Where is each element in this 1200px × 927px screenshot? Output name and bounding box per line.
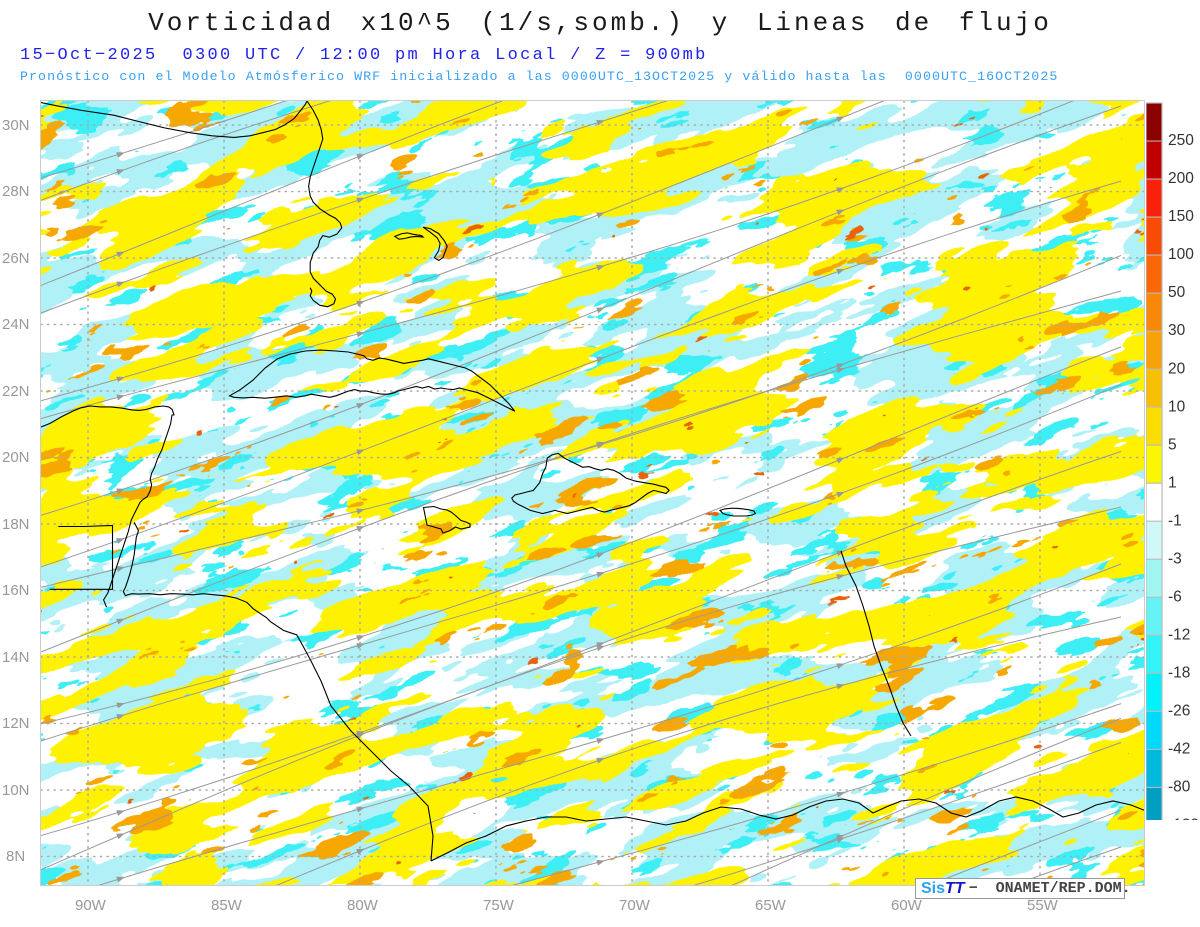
svg-text:5: 5: [1168, 436, 1177, 453]
svg-text:150: 150: [1168, 208, 1194, 225]
svg-text:20: 20: [1168, 360, 1186, 377]
svg-text:-26: -26: [1168, 702, 1190, 719]
svg-text:250: 250: [1168, 132, 1194, 149]
svg-text:-42: -42: [1168, 740, 1190, 757]
svg-text:200: 200: [1168, 170, 1194, 187]
svg-text:1: 1: [1168, 474, 1177, 491]
svg-text:-6: -6: [1168, 588, 1182, 605]
svg-text:50: 50: [1168, 284, 1186, 301]
svg-text:10: 10: [1168, 398, 1186, 415]
svg-text:-120: -120: [1168, 817, 1199, 820]
svg-text:-1: -1: [1168, 512, 1182, 529]
svg-text:30: 30: [1168, 322, 1186, 339]
svg-text:-80: -80: [1168, 779, 1191, 796]
svg-text:100: 100: [1168, 246, 1194, 263]
svg-text:-18: -18: [1168, 664, 1190, 681]
svg-text:-12: -12: [1168, 626, 1190, 643]
svg-text:-3: -3: [1168, 550, 1182, 567]
